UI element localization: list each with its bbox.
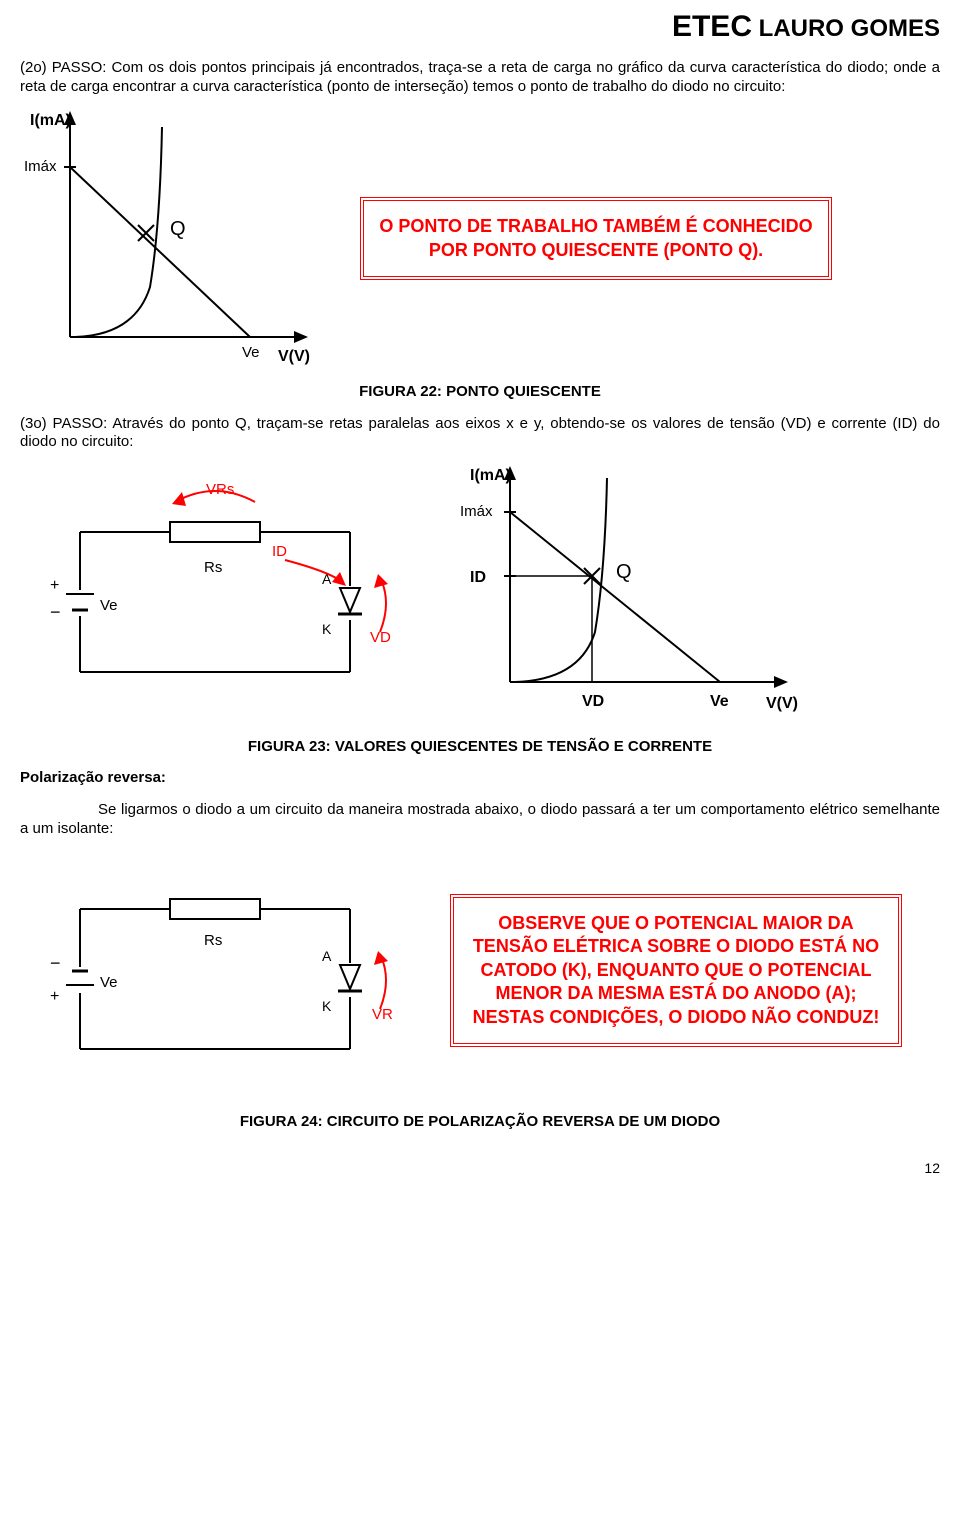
page-header: ETEC LAURO GOMES <box>20 10 940 44</box>
svg-text:Ve: Ve <box>100 597 118 614</box>
paragraph-passo3: (3o) PASSO: Através do ponto Q, traçam-s… <box>20 415 940 453</box>
svg-text:−: − <box>50 953 61 973</box>
svg-text:+: + <box>50 577 59 594</box>
svg-text:VRs: VRs <box>206 481 234 498</box>
svg-text:Ve: Ve <box>100 974 118 991</box>
figure-22-graph: I(mA) Imáx Q Ve V(V) <box>20 107 320 371</box>
svg-text:I(mA): I(mA) <box>470 467 511 484</box>
svg-text:Q: Q <box>616 561 632 583</box>
header-lauro: LAURO GOMES <box>752 15 940 42</box>
svg-text:K: K <box>322 621 332 637</box>
svg-text:Imáx: Imáx <box>24 158 57 175</box>
figure-24-caption: FIGURA 24: CIRCUITO DE POLARIZAÇÃO REVER… <box>20 1113 940 1130</box>
svg-text:K: K <box>322 998 332 1014</box>
callout-ponto-q: O PONTO DE TRABALHO TAMBÉM É CONHECIDO P… <box>360 197 832 280</box>
subheading-reverse: Polarização reversa: <box>20 769 940 786</box>
svg-text:VD: VD <box>582 693 604 710</box>
svg-text:Imáx: Imáx <box>460 503 493 520</box>
svg-text:I(mA): I(mA) <box>30 112 71 129</box>
svg-text:A: A <box>322 571 332 587</box>
svg-text:+: + <box>50 988 59 1005</box>
paragraph-reverse-text: Se ligarmos o diodo a um circuito da man… <box>20 801 940 837</box>
svg-text:ID: ID <box>272 543 287 560</box>
figure-23-caption: FIGURA 23: VALORES QUIESCENTES DE TENSÃO… <box>20 738 940 755</box>
svg-text:ID: ID <box>470 569 486 586</box>
header-etec: ETEC <box>672 10 752 43</box>
svg-text:V(V): V(V) <box>278 348 310 365</box>
figure-23-graph: I(mA) Imáx ID Q VD Ve V(V) <box>440 462 820 726</box>
svg-text:Ve: Ve <box>242 344 260 361</box>
figure-24-circuit: Rs − + Ve A K VR <box>20 859 420 1083</box>
svg-text:Rs: Rs <box>204 559 222 576</box>
figure-22-caption: FIGURA 22: PONTO QUIESCENTE <box>20 383 940 400</box>
svg-text:VR: VR <box>372 1006 393 1023</box>
figure-23-circuit: VRs Rs ID + − Ve A K VD <box>20 462 420 716</box>
paragraph-passo2: (2o) PASSO: Com os dois pontos principai… <box>20 59 940 97</box>
svg-text:−: − <box>50 602 61 622</box>
paragraph-reverse: Se ligarmos o diodo a um circuito da man… <box>20 801 940 839</box>
svg-text:Ve: Ve <box>710 693 729 710</box>
page-number: 12 <box>924 1160 940 1176</box>
svg-text:VD: VD <box>370 629 391 646</box>
callout-observe: OBSERVE QUE O POTENCIAL MAIOR DA TENSÃO … <box>450 894 902 1047</box>
svg-text:A: A <box>322 948 332 964</box>
svg-text:Rs: Rs <box>204 932 222 949</box>
svg-text:V(V): V(V) <box>766 695 798 712</box>
svg-text:Q: Q <box>170 218 186 240</box>
